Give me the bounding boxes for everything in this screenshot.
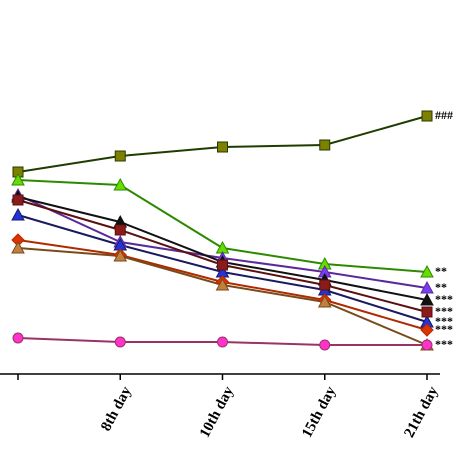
- marker: [215, 277, 230, 291]
- marker: [420, 264, 434, 278]
- x-tick-label: 21th day: [401, 384, 441, 441]
- marker: [217, 141, 228, 153]
- marker: [12, 332, 24, 344]
- annotation: ***: [435, 304, 453, 318]
- marker: [421, 110, 433, 122]
- marker: [11, 240, 25, 254]
- marker: [11, 207, 25, 221]
- marker: [113, 177, 128, 191]
- marker: [114, 224, 126, 236]
- marker: [319, 139, 331, 151]
- marker: [217, 336, 228, 348]
- marker: [421, 306, 433, 318]
- marker: [317, 294, 332, 308]
- annotation: ***: [435, 322, 453, 336]
- annotation: ***: [435, 292, 453, 306]
- marker: [421, 339, 433, 351]
- annotation: ###: [435, 108, 453, 122]
- annotation: ***: [435, 314, 453, 328]
- marker: [217, 259, 228, 271]
- marker: [114, 150, 126, 162]
- x-tick-label: 10th day: [197, 384, 237, 441]
- marker: [420, 323, 434, 337]
- marker: [420, 292, 434, 306]
- annotation: **: [435, 280, 447, 294]
- x-tick-label: 8th day: [98, 384, 135, 434]
- marker: [319, 339, 331, 351]
- marker: [11, 172, 25, 186]
- marker: [114, 336, 126, 348]
- marker: [319, 279, 331, 291]
- annotation: ***: [435, 337, 453, 351]
- marker: [12, 194, 24, 206]
- annotation: **: [435, 264, 447, 278]
- x-tick-label: 15th day: [299, 384, 339, 441]
- marker: [113, 248, 128, 262]
